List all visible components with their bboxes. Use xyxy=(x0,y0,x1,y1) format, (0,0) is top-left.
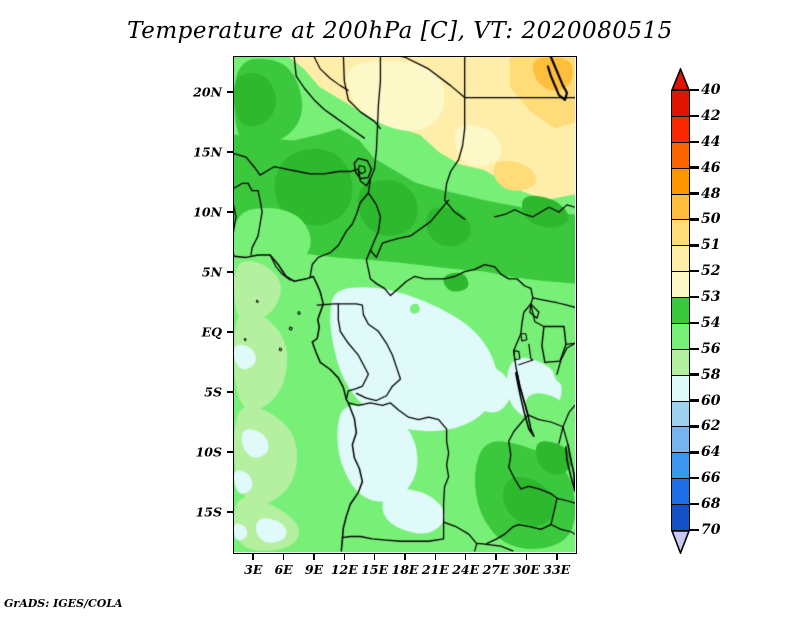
x-axis-tick xyxy=(252,554,254,560)
colorbar-segment xyxy=(671,245,690,273)
colorbar-tick-label: 56 xyxy=(701,340,721,357)
colorbar-tick xyxy=(690,528,699,532)
colorbar-tick xyxy=(690,502,699,506)
colorbar-segment xyxy=(671,167,690,195)
colorbar-tick xyxy=(690,425,699,428)
y-axis-label: EQ xyxy=(201,324,222,340)
y-axis-label: 5S xyxy=(204,384,222,400)
colorbar-segment xyxy=(671,452,690,480)
colorbar-tick xyxy=(690,399,699,402)
x-axis-tick xyxy=(434,554,437,560)
colorbar-tick xyxy=(690,192,699,195)
colorbar-tick xyxy=(690,295,699,299)
y-axis-label: 10S xyxy=(195,444,222,460)
colorbar-extend-max-arrow xyxy=(670,66,691,91)
colorbar-tick xyxy=(690,373,699,376)
colorbar-tick-label: 54 xyxy=(701,314,721,331)
colorbar-tick-label: 51 xyxy=(701,237,721,254)
colorbar-tick-label: 52 xyxy=(701,263,721,280)
colorbar-tick xyxy=(690,244,699,247)
colorbar-tick xyxy=(690,347,699,351)
y-axis-label: 15S xyxy=(195,504,222,520)
x-axis-label: 30E xyxy=(512,562,540,577)
y-axis-label: 10N xyxy=(193,204,222,220)
colorbar-segment xyxy=(671,348,690,377)
colorbar-tick xyxy=(690,166,699,169)
x-axis-label: 18E xyxy=(391,562,419,577)
colorbar-tick-label: 62 xyxy=(701,418,721,435)
colorbar-segment xyxy=(671,193,690,221)
colorbar-tick xyxy=(690,476,699,480)
x-axis-label: 12E xyxy=(330,562,358,577)
y-axis-tick xyxy=(227,451,233,453)
y-axis-tick xyxy=(227,151,233,153)
map-plot-area xyxy=(233,56,577,554)
x-axis-tick xyxy=(464,554,467,560)
x-axis-tick xyxy=(404,554,406,560)
y-axis-tick xyxy=(227,391,233,393)
x-axis-tick xyxy=(282,554,285,560)
colorbar-segment xyxy=(671,115,690,144)
colorbar-tick xyxy=(690,321,699,325)
colorbar-tick-label: 50 xyxy=(701,211,721,228)
x-axis-tick xyxy=(495,554,497,560)
colorbar-tick xyxy=(690,114,699,118)
x-axis-tick xyxy=(525,554,528,560)
colorbar-tick-label: 48 xyxy=(701,185,721,202)
x-axis-tick xyxy=(343,554,346,560)
temperature-contour-map xyxy=(234,57,575,552)
colorbar-segment xyxy=(671,426,690,454)
y-axis-tick xyxy=(227,91,233,93)
x-axis-label: 3E xyxy=(244,562,263,577)
x-axis-label: 6E xyxy=(274,562,293,577)
colorbar-segment xyxy=(671,322,690,351)
colorbar-tick xyxy=(690,451,699,454)
colorbar-tick xyxy=(690,269,699,273)
x-axis-label: 21E xyxy=(421,562,449,577)
colorbar-segment xyxy=(671,374,690,402)
y-axis-tick xyxy=(227,211,233,213)
colorbar-tick-label: 44 xyxy=(701,133,721,150)
colorbar-segment xyxy=(671,90,690,118)
x-axis-tick xyxy=(313,554,315,560)
y-axis-label: 5N xyxy=(201,264,222,280)
colorbar-tick-label: 70 xyxy=(701,522,721,538)
x-axis-label: 27E xyxy=(482,562,510,577)
grads-attribution: GrADS: IGES/COLA xyxy=(4,597,123,610)
colorbar-tick xyxy=(690,88,699,92)
colorbar-tick-label: 58 xyxy=(701,366,721,383)
colorbar-segment xyxy=(671,297,690,325)
colorbar-tick-label: 66 xyxy=(701,470,721,487)
colorbar xyxy=(670,66,691,556)
colorbar-segment xyxy=(671,271,690,299)
colorbar-segment xyxy=(671,219,690,247)
y-axis-tick xyxy=(227,271,233,273)
colorbar-tick-label: 40 xyxy=(701,82,721,98)
colorbar-segment xyxy=(671,504,690,532)
colorbar-segment xyxy=(671,478,690,506)
colorbar-segment xyxy=(671,141,690,170)
colorbar-segment xyxy=(671,400,690,428)
colorbar-tick-label: 53 xyxy=(701,289,721,306)
y-axis-label: 15N xyxy=(193,144,222,160)
y-axis-tick xyxy=(227,331,233,333)
x-axis-label: 15E xyxy=(361,562,389,577)
colorbar-tick-label: 64 xyxy=(701,444,721,461)
colorbar-extend-min-arrow xyxy=(670,530,691,556)
colorbar-tick xyxy=(690,218,699,221)
colorbar-tick-label: 46 xyxy=(701,159,721,176)
y-axis-tick xyxy=(227,511,233,513)
page-title: Temperature at 200hPa [C], VT: 202008051… xyxy=(127,18,673,44)
x-axis-tick xyxy=(373,554,376,560)
colorbar-tick-label: 68 xyxy=(701,496,721,513)
x-axis-label: 9E xyxy=(304,562,324,577)
x-axis-tick xyxy=(556,554,558,560)
colorbar-tick xyxy=(690,140,699,143)
colorbar-tick-label: 60 xyxy=(701,392,721,409)
colorbar-tick-label: 42 xyxy=(701,107,721,124)
x-axis-label: 24E xyxy=(452,562,480,577)
x-axis-label: 33E xyxy=(543,562,571,577)
y-axis-label: 20N xyxy=(193,84,222,100)
